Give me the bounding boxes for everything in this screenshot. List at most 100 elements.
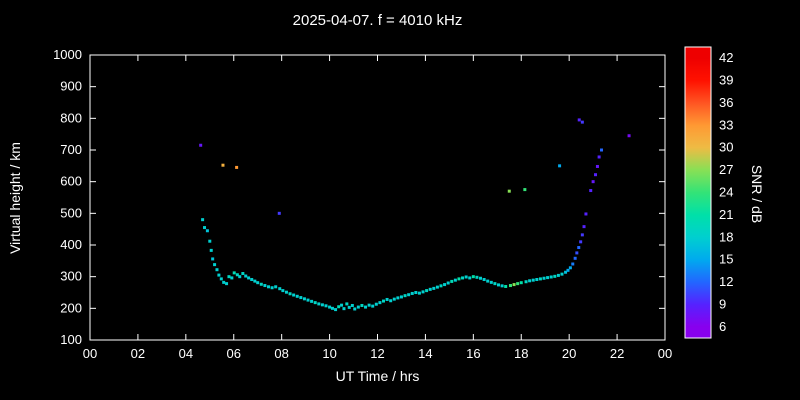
data-point <box>425 289 429 293</box>
colorbar-tick-label: 36 <box>719 95 733 110</box>
data-point <box>432 286 436 290</box>
colorbar-tick-label: 27 <box>719 162 733 177</box>
data-point <box>221 163 225 167</box>
colorbar-tick-label: 15 <box>719 252 733 267</box>
data-point <box>443 283 447 287</box>
data-point <box>566 268 570 272</box>
data-point <box>270 286 274 290</box>
data-point <box>347 305 351 309</box>
data-point <box>507 189 511 193</box>
data-point <box>360 303 364 307</box>
data-point <box>350 303 354 307</box>
x-tick-label: 20 <box>562 346 576 361</box>
data-point <box>211 257 215 261</box>
data-point <box>421 290 425 294</box>
data-point <box>549 275 553 279</box>
data-point <box>496 283 500 287</box>
data-point <box>367 303 371 307</box>
data-point <box>292 293 296 297</box>
data-point <box>407 293 411 297</box>
data-point <box>575 251 579 255</box>
data-point <box>577 246 581 250</box>
data-point <box>340 303 344 307</box>
data-point <box>334 308 338 312</box>
data-point <box>446 281 450 285</box>
data-point <box>353 307 357 311</box>
data-point <box>364 305 368 309</box>
data-point <box>500 284 504 288</box>
data-point <box>259 282 263 286</box>
data-point <box>597 155 601 159</box>
data-point <box>403 294 407 298</box>
data-point <box>486 279 490 283</box>
data-point <box>417 291 421 295</box>
y-tick-label: 1000 <box>53 47 82 62</box>
x-tick-label: 02 <box>131 346 145 361</box>
data-point <box>215 268 219 272</box>
data-point <box>310 299 314 303</box>
data-point <box>313 301 317 305</box>
data-point <box>342 307 346 311</box>
data-point <box>627 134 631 138</box>
data-point <box>263 284 267 288</box>
data-point <box>213 263 217 267</box>
data-point <box>482 278 486 282</box>
data-point <box>479 276 483 280</box>
colorbar-tick-label: 18 <box>719 229 733 244</box>
data-point <box>238 275 242 279</box>
data-point <box>288 292 292 296</box>
data-point <box>337 305 341 309</box>
data-point <box>556 273 560 277</box>
y-tick-label: 700 <box>60 142 82 157</box>
data-point <box>531 278 535 282</box>
data-point <box>324 304 328 308</box>
data-point <box>535 278 539 282</box>
colorbar-tick-label: 39 <box>719 73 733 88</box>
data-point <box>278 287 282 291</box>
data-point <box>410 291 414 295</box>
data-point <box>277 211 281 215</box>
data-point <box>571 262 575 266</box>
x-tick-label: 06 <box>227 346 241 361</box>
data-point <box>295 294 299 298</box>
data-point <box>381 299 385 303</box>
data-point <box>241 272 245 275</box>
data-point <box>281 289 285 293</box>
data-point <box>230 276 234 280</box>
data-point <box>345 302 349 306</box>
x-tick-label: 14 <box>418 346 432 361</box>
x-tick-label: 16 <box>466 346 480 361</box>
data-point <box>385 297 389 301</box>
y-tick-label: 500 <box>60 205 82 220</box>
data-point <box>524 280 528 284</box>
data-point <box>284 290 288 294</box>
data-point <box>523 188 527 192</box>
data-point <box>217 273 221 277</box>
data-point <box>356 305 360 309</box>
x-tick-label: 00 <box>83 346 97 361</box>
x-axis-label: UT Time / hrs <box>335 368 420 384</box>
data-point <box>573 256 577 260</box>
data-point <box>227 275 231 279</box>
data-point <box>471 275 475 279</box>
x-tick-label: 04 <box>179 346 193 361</box>
data-point <box>374 302 378 306</box>
data-point <box>542 276 546 280</box>
data-point <box>225 282 229 286</box>
colorbar-tick-label: 21 <box>719 207 733 222</box>
data-point <box>299 296 303 300</box>
data-point <box>222 280 226 284</box>
colorbar-tick-label: 9 <box>719 296 726 311</box>
data-point <box>464 275 468 279</box>
y-tick-label: 100 <box>60 332 82 347</box>
data-point <box>199 143 203 147</box>
x-tick-label: 18 <box>514 346 528 361</box>
data-point <box>475 275 479 279</box>
data-point <box>392 297 396 301</box>
data-point <box>396 296 400 300</box>
data-point <box>461 276 465 280</box>
data-point <box>493 282 497 286</box>
data-point <box>256 281 260 285</box>
data-point <box>516 282 520 286</box>
